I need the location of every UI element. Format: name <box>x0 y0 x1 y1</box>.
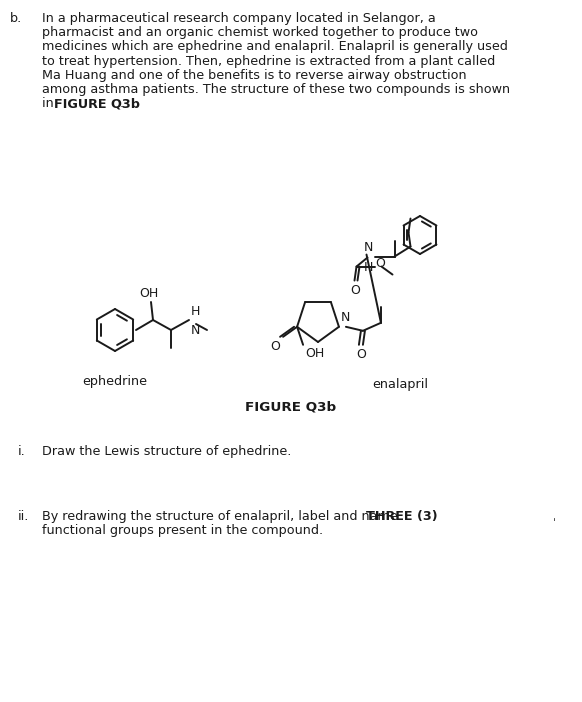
Text: By redrawing the structure of enalapril, label and name: By redrawing the structure of enalapril,… <box>42 510 402 523</box>
Text: FIGURE Q3b: FIGURE Q3b <box>54 97 140 110</box>
Text: O: O <box>350 284 360 296</box>
Text: THREE (3): THREE (3) <box>366 510 438 523</box>
Text: O: O <box>375 257 385 270</box>
Text: N: N <box>341 311 350 324</box>
Text: Ma Huang and one of the benefits is to reverse airway obstruction: Ma Huang and one of the benefits is to r… <box>42 69 467 82</box>
Text: In a pharmaceutical research company located in Selangor, a: In a pharmaceutical research company loc… <box>42 12 436 25</box>
Text: H: H <box>191 305 200 318</box>
Text: H: H <box>364 260 374 274</box>
Text: N: N <box>191 324 200 337</box>
Text: medicines which are ephedrine and enalapril. Enalapril is generally used: medicines which are ephedrine and enalap… <box>42 41 508 53</box>
Text: FIGURE Q3b: FIGURE Q3b <box>246 400 336 413</box>
Text: enalapril: enalapril <box>372 378 428 391</box>
Text: OH: OH <box>305 347 324 360</box>
Text: pharmacist and an organic chemist worked together to produce two: pharmacist and an organic chemist worked… <box>42 26 478 39</box>
Text: among asthma patients. The structure of these two compounds is shown: among asthma patients. The structure of … <box>42 83 510 96</box>
Text: O: O <box>270 340 280 353</box>
Text: ii.: ii. <box>18 510 29 523</box>
Text: in: in <box>42 97 58 110</box>
Text: Draw the Lewis structure of ephedrine.: Draw the Lewis structure of ephedrine. <box>42 445 292 458</box>
Text: functional groups present in the compound.: functional groups present in the compoun… <box>42 524 323 537</box>
Text: OH: OH <box>139 287 159 300</box>
Text: O: O <box>356 347 366 361</box>
Text: N: N <box>364 241 374 253</box>
Text: ephedrine: ephedrine <box>83 375 147 388</box>
Text: ˈ: ˈ <box>553 518 556 528</box>
Text: i.: i. <box>18 445 26 458</box>
Text: to treat hypertension. Then, ephedrine is extracted from a plant called: to treat hypertension. Then, ephedrine i… <box>42 55 495 67</box>
Text: b.: b. <box>10 12 22 25</box>
Text: .: . <box>120 97 124 110</box>
